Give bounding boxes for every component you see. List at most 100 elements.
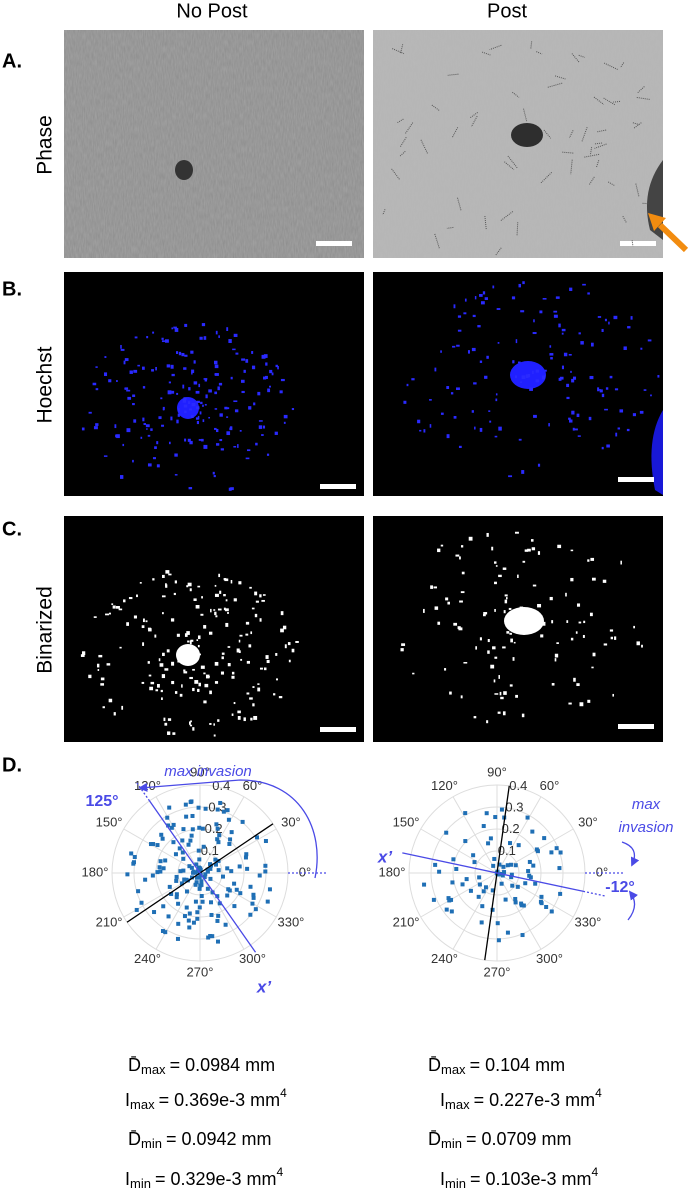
cell bbox=[263, 667, 267, 671]
cell bbox=[495, 393, 498, 396]
stat-subscript: max bbox=[441, 1062, 466, 1077]
angle-label: 150° bbox=[96, 814, 123, 829]
cell bbox=[224, 406, 228, 410]
polar-point bbox=[229, 869, 234, 874]
cell-trace bbox=[512, 91, 520, 98]
cell bbox=[484, 375, 488, 379]
cell bbox=[591, 666, 594, 669]
polar-point bbox=[516, 843, 521, 848]
cell bbox=[249, 586, 252, 589]
cell bbox=[440, 412, 444, 415]
polar-point bbox=[472, 860, 477, 865]
cell bbox=[555, 296, 560, 299]
cell bbox=[576, 603, 581, 607]
angle-label: 300° bbox=[536, 951, 563, 966]
cell bbox=[190, 649, 195, 652]
cell bbox=[579, 702, 584, 707]
polar-point bbox=[174, 874, 179, 879]
cell bbox=[208, 631, 213, 635]
cell bbox=[269, 385, 271, 388]
cell bbox=[213, 734, 216, 737]
cell bbox=[158, 416, 162, 420]
cell bbox=[514, 375, 518, 379]
cell bbox=[494, 656, 498, 659]
cell bbox=[460, 545, 464, 548]
cell bbox=[209, 722, 212, 725]
cell-trace bbox=[583, 153, 600, 158]
polar-point bbox=[217, 901, 222, 906]
cell bbox=[263, 354, 268, 358]
stat-subscript: max bbox=[130, 1097, 155, 1112]
polar-point bbox=[234, 887, 239, 892]
cell bbox=[147, 434, 151, 437]
stat-value: = 0.104 mm bbox=[470, 1055, 566, 1075]
polar-point bbox=[129, 851, 134, 856]
cell bbox=[189, 640, 192, 645]
cell bbox=[259, 667, 263, 670]
stat-value: = 0.227e-3 mm bbox=[474, 1090, 596, 1110]
cell bbox=[423, 429, 426, 433]
cell bbox=[167, 731, 171, 735]
polar-point bbox=[479, 920, 484, 925]
polar-point bbox=[194, 880, 199, 885]
cell bbox=[259, 594, 262, 598]
cell bbox=[174, 327, 179, 332]
polar-point bbox=[544, 904, 549, 909]
stat: D̄min = 0.0709 mm bbox=[428, 1129, 572, 1152]
cell bbox=[120, 348, 125, 351]
angle-label: 330° bbox=[277, 914, 304, 929]
cell bbox=[177, 413, 180, 417]
cell bbox=[457, 329, 462, 332]
cell bbox=[174, 580, 177, 584]
cell bbox=[254, 613, 258, 618]
cell bbox=[137, 364, 140, 367]
angle-label: 240° bbox=[134, 951, 161, 966]
angle-label: 60° bbox=[540, 778, 560, 793]
cell bbox=[160, 397, 163, 400]
cell bbox=[602, 579, 607, 583]
cell bbox=[191, 369, 195, 373]
cell bbox=[136, 594, 138, 598]
cell-trace bbox=[431, 104, 441, 112]
cell bbox=[216, 443, 220, 446]
cell bbox=[154, 634, 157, 638]
cell bbox=[643, 389, 647, 391]
polar-point bbox=[460, 882, 465, 887]
cell bbox=[198, 682, 201, 687]
cell bbox=[484, 297, 488, 300]
cell bbox=[491, 546, 494, 551]
cell bbox=[617, 427, 621, 430]
cell bbox=[238, 650, 241, 654]
cell bbox=[597, 316, 602, 318]
polar-point bbox=[171, 822, 176, 827]
stat-subscript: min bbox=[441, 1136, 462, 1151]
polar-point bbox=[251, 892, 256, 897]
cell bbox=[237, 715, 241, 720]
cell bbox=[186, 631, 190, 635]
cell bbox=[592, 652, 596, 657]
cell bbox=[145, 424, 150, 428]
cell bbox=[531, 547, 536, 551]
cell bbox=[249, 697, 253, 700]
cell bbox=[200, 613, 204, 616]
cell bbox=[182, 384, 185, 389]
cell bbox=[511, 296, 516, 300]
cell bbox=[566, 396, 570, 400]
polar-point bbox=[433, 862, 438, 867]
cell bbox=[283, 421, 286, 424]
polar-point bbox=[220, 874, 225, 879]
cell bbox=[209, 690, 212, 695]
cell bbox=[449, 691, 452, 695]
cell bbox=[219, 438, 223, 442]
cell bbox=[199, 336, 203, 340]
polar-spoke bbox=[123, 828, 201, 874]
cell bbox=[196, 400, 200, 404]
polar-point bbox=[240, 819, 245, 824]
cell bbox=[231, 675, 235, 679]
polar-point bbox=[152, 910, 157, 915]
cell bbox=[280, 611, 284, 616]
cell bbox=[446, 386, 450, 390]
cell bbox=[520, 381, 522, 384]
stat-value: = 0.369e-3 mm bbox=[159, 1090, 281, 1110]
cell bbox=[105, 613, 109, 616]
